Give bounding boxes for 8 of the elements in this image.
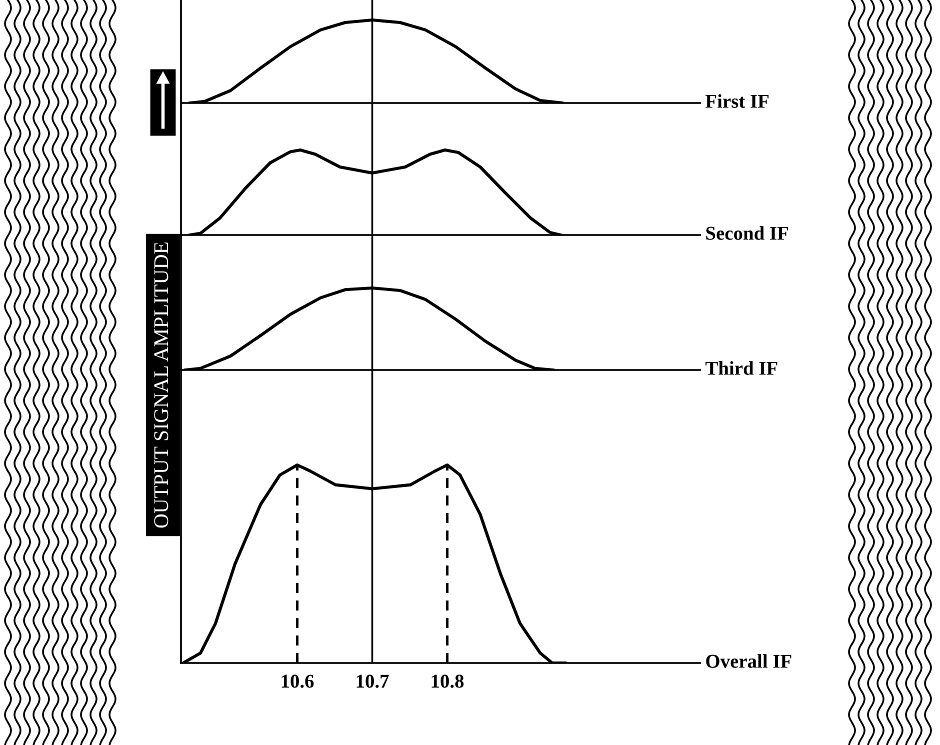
x-tick-label: 10.7 <box>356 674 389 688</box>
text: Overall IF <box>706 654 792 668</box>
text: Second IF <box>706 226 788 240</box>
x-tick-label: 10.6 <box>282 674 314 688</box>
text: First IF <box>706 94 769 108</box>
text: Third IF <box>705 361 778 375</box>
x-tick-label: 10.8 <box>432 674 464 688</box>
y-axis-title: OUTPUT SIGNAL AMPLITUDE <box>154 242 168 528</box>
